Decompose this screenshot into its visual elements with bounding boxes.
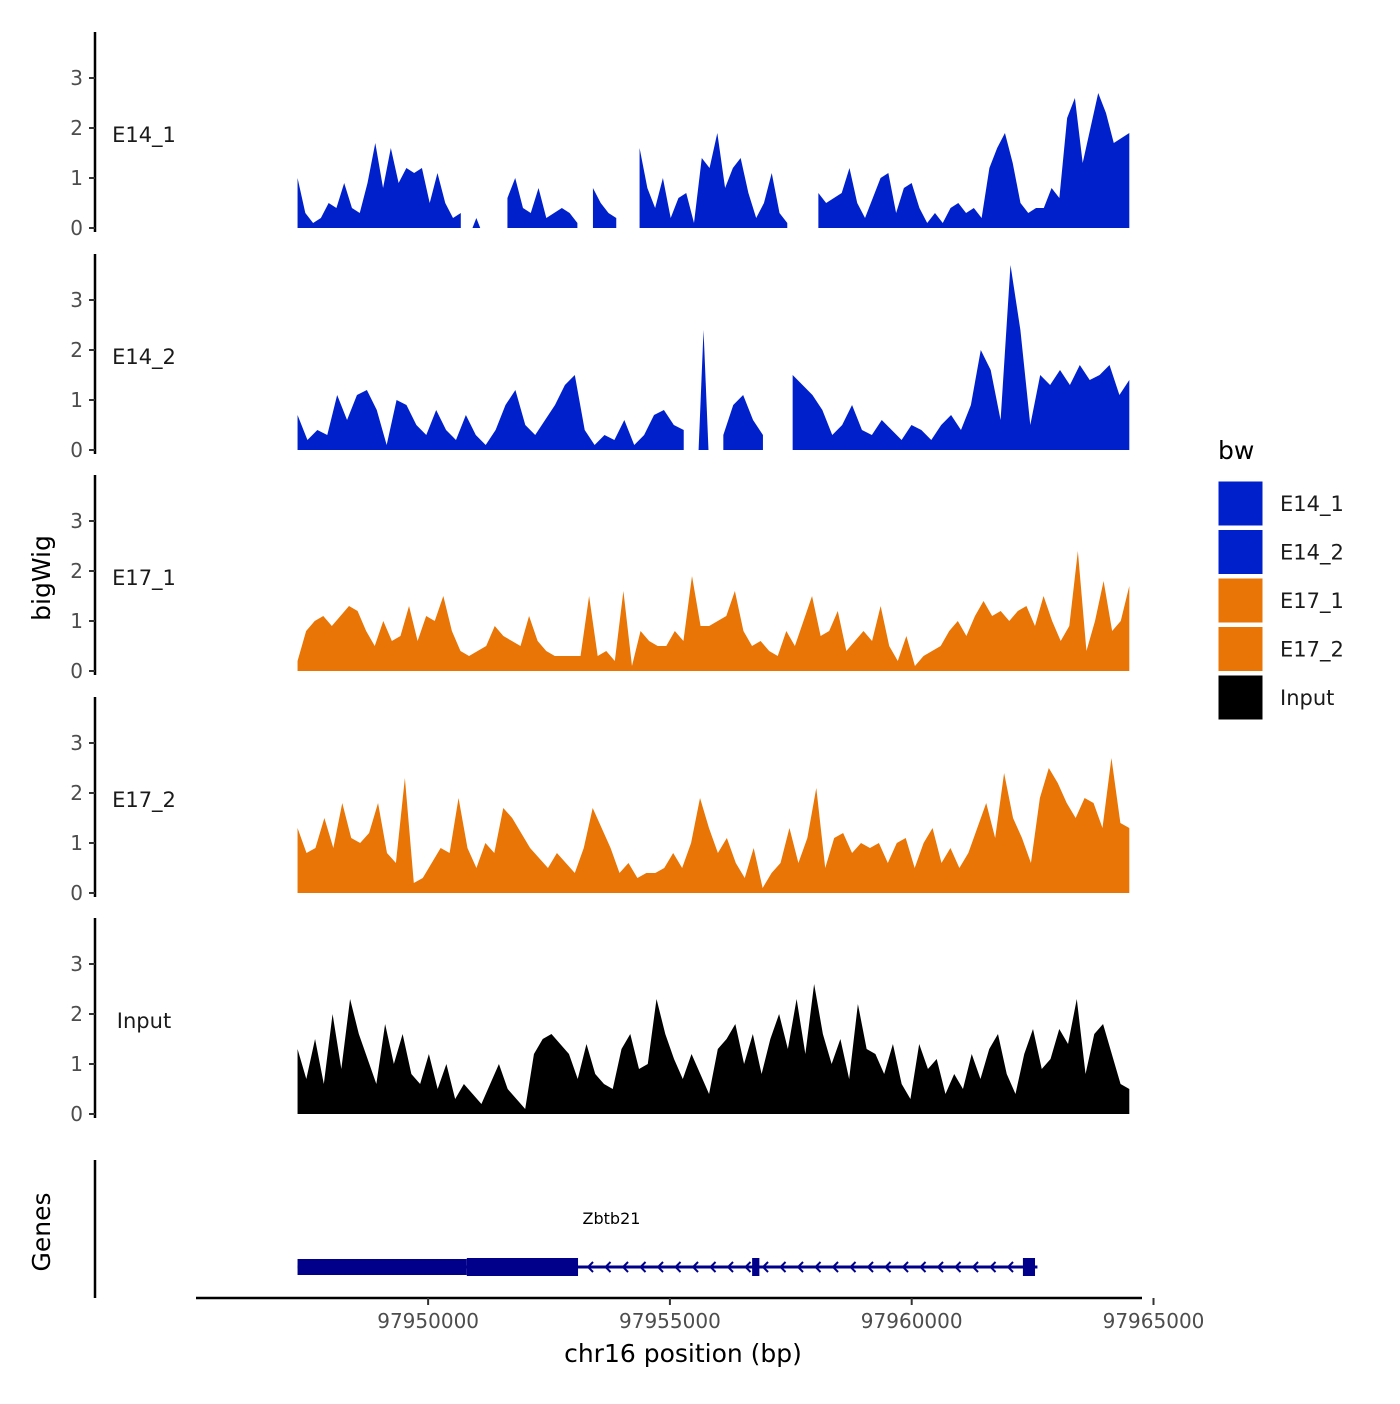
y-tick-label: 3 xyxy=(70,731,83,755)
strand-arrow xyxy=(1006,1261,1014,1273)
coverage-area xyxy=(297,984,1130,1114)
y-tick-label: 2 xyxy=(70,559,83,583)
gene-exon xyxy=(752,1258,760,1276)
coverage-tracks: 0 1 2 3 E14_1 0 1 2 3 E14_2 0 1 2 3 E17_1 0 1 2 3 E17_2 0 1 2 3… xyxy=(70,32,1130,1126)
strand-arrow xyxy=(621,1261,629,1273)
strand-arrow xyxy=(971,1261,979,1273)
y-tick-label: 3 xyxy=(70,509,83,533)
track-label: Input xyxy=(117,1009,171,1033)
strand-arrow xyxy=(919,1261,927,1273)
legend-label: E17_2 xyxy=(1280,638,1344,663)
y-tick-label: 3 xyxy=(70,952,83,976)
strand-arrow xyxy=(674,1261,682,1273)
legend-label: E14_2 xyxy=(1280,541,1344,566)
coverage-area xyxy=(818,93,1130,228)
coverage-area xyxy=(639,133,788,228)
legend-swatch xyxy=(1217,674,1264,721)
track-e17-1: 0 1 2 3 E17_1 xyxy=(70,475,1130,683)
gene-utr-block xyxy=(297,1259,467,1275)
strand-arrow xyxy=(831,1261,839,1273)
strand-arrow xyxy=(639,1261,647,1273)
x-tick-label: 97965000 xyxy=(1103,1309,1205,1333)
legend-swatch xyxy=(1217,626,1264,672)
y-tick-label: 2 xyxy=(70,781,83,805)
coverage-area xyxy=(297,758,1130,893)
x-tick-label: 97960000 xyxy=(861,1309,963,1333)
y-tick-label: 1 xyxy=(70,1052,83,1076)
y-tick-label: 0 xyxy=(70,1102,83,1126)
coverage-area xyxy=(472,218,481,228)
strand-arrow xyxy=(709,1261,717,1273)
x-axis-title: chr16 position (bp) xyxy=(564,1339,802,1368)
strand-arrow xyxy=(796,1261,804,1273)
coverage-area xyxy=(592,188,617,228)
gene-cds-block xyxy=(466,1258,579,1276)
track-label: E17_1 xyxy=(112,566,176,591)
legend-swatch xyxy=(1217,480,1264,527)
strand-arrow xyxy=(761,1261,769,1273)
y-tick-label: 1 xyxy=(70,831,83,855)
y-tick-label: 0 xyxy=(70,881,83,905)
y-tick-label: 2 xyxy=(70,116,83,140)
strand-arrow xyxy=(656,1261,664,1273)
gene-label: Zbtb21 xyxy=(583,1209,641,1228)
legend-swatch xyxy=(1217,577,1264,624)
strand-arrow xyxy=(814,1261,822,1273)
track-label: E17_2 xyxy=(112,788,176,813)
strand-arrow xyxy=(849,1261,857,1273)
legend-label: Input xyxy=(1280,686,1334,710)
track-label: E14_1 xyxy=(112,123,176,148)
genes-axis-title: Genes xyxy=(27,1192,56,1271)
coverage-area xyxy=(297,375,684,450)
strand-arrow xyxy=(884,1261,892,1273)
genes-panel: Genes Zbtb21 97950000 97955000 97960000 9796… xyxy=(27,1160,1204,1333)
strand-arrow xyxy=(866,1261,874,1273)
track-input: 0 1 2 3 Input xyxy=(70,918,1130,1126)
coverage-area xyxy=(723,395,763,450)
y-tick-label: 3 xyxy=(70,288,83,312)
gene-exon xyxy=(1022,1258,1036,1276)
coverage-area xyxy=(297,551,1130,671)
strand-arrow xyxy=(936,1261,944,1273)
track-e14-2: 0 1 2 3 E14_2 xyxy=(70,254,1130,462)
legend-label: E14_1 xyxy=(1280,492,1344,517)
y-tick-label: 0 xyxy=(70,659,83,683)
y-axis-title: bigWig xyxy=(27,535,56,621)
track-e14-1: 0 1 2 3 E14_1 xyxy=(70,32,1130,240)
y-tick-label: 0 xyxy=(70,216,83,240)
strand-arrow xyxy=(989,1261,997,1273)
y-tick-label: 1 xyxy=(70,609,83,633)
coverage-area xyxy=(297,143,461,228)
strand-arrow xyxy=(901,1261,909,1273)
y-tick-label: 2 xyxy=(70,338,83,362)
y-tick-label: 3 xyxy=(70,66,83,90)
y-tick-label: 0 xyxy=(70,438,83,462)
strand-arrow xyxy=(954,1261,962,1273)
strand-arrow xyxy=(691,1261,699,1273)
coverage-area xyxy=(792,265,1130,450)
legend-swatch xyxy=(1217,529,1264,575)
coverage-area xyxy=(507,178,578,228)
track-e17-2: 0 1 2 3 E17_2 xyxy=(70,697,1130,905)
y-tick-label: 1 xyxy=(70,388,83,412)
x-tick-label: 97955000 xyxy=(619,1309,721,1333)
legend-title: bw xyxy=(1218,436,1254,465)
strand-arrow xyxy=(744,1261,752,1273)
strand-arrow xyxy=(604,1261,612,1273)
strand-arrow xyxy=(779,1261,787,1273)
y-tick-label: 1 xyxy=(70,166,83,190)
legend-label: E17_1 xyxy=(1280,589,1344,614)
strand-arrow xyxy=(726,1261,734,1273)
track-label: E14_2 xyxy=(112,345,176,370)
coverage-area xyxy=(698,330,709,450)
x-tick-label: 97950000 xyxy=(377,1309,479,1333)
y-tick-label: 2 xyxy=(70,1002,83,1026)
legend: bw E14_1 E14_2 E17_1 E17_2 Input xyxy=(1217,436,1344,721)
strand-arrow xyxy=(586,1261,594,1273)
